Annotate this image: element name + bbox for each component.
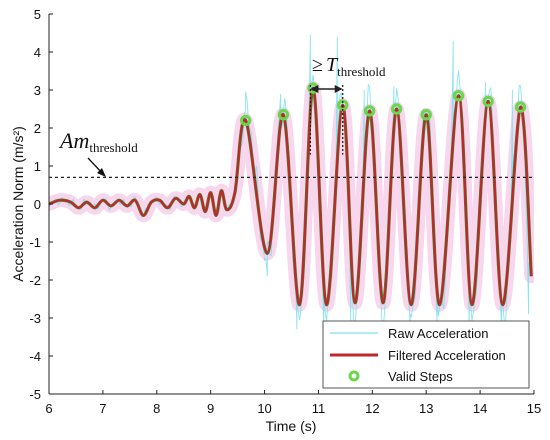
threshold-annotation: Amthreshold (58, 128, 138, 177)
threshold-annotation-arrowhead (97, 168, 106, 177)
y-tick-label: 0 (34, 197, 41, 212)
valid-step-marker (482, 95, 494, 108)
x-tick-label: 12 (365, 401, 379, 416)
valid-step-marker (277, 109, 290, 121)
y-axis-title: Acceleration Norm (m/s²) (10, 126, 26, 282)
x-tick-label: 10 (257, 401, 271, 416)
x-tick-label: 15 (527, 401, 541, 416)
x-tick-label: 6 (45, 401, 52, 416)
y-tick-label: -1 (29, 235, 41, 250)
x-axis-title: Time (s) (266, 418, 317, 434)
interval-arrowhead-right (334, 85, 343, 93)
interval-annotation: ≥ Tthreshold (309, 54, 386, 155)
x-tick-label: 11 (312, 401, 326, 416)
y-tick-label: 3 (34, 83, 41, 98)
valid-step-marker (452, 90, 465, 102)
y-tick-label: -2 (29, 273, 41, 288)
y-tick-label: -3 (29, 311, 41, 326)
legend: Raw Acceleration Filtered Acceleration V… (322, 320, 530, 389)
valid-step-marker (363, 105, 376, 117)
x-tick-label: 9 (207, 401, 214, 416)
y-tick-label: 5 (34, 7, 41, 22)
filtered-acceleration-line (49, 87, 533, 306)
valid-step-marker (390, 103, 403, 115)
legend-raw-label: Raw Acceleration (388, 326, 488, 341)
y-tick-label: 1 (34, 159, 41, 174)
valid-step-marker (514, 101, 527, 113)
y-tick-label: 4 (34, 45, 41, 60)
x-tick-label: 13 (419, 401, 433, 416)
valid-step-marker (420, 109, 432, 121)
y-tick-label: -5 (29, 387, 41, 402)
legend-valid-steps-swatch (348, 370, 360, 382)
valid-step-marker (239, 114, 252, 127)
interval-arrowhead-left (310, 85, 319, 93)
y-tick-label: 2 (34, 121, 41, 136)
x-tick-label: 7 (99, 401, 106, 416)
threshold-annotation-label: Amthreshold (58, 128, 138, 155)
legend-valid-steps-label: Valid Steps (388, 369, 453, 384)
x-tick-label: 8 (153, 401, 160, 416)
interval-annotation-label: ≥ Tthreshold (312, 54, 386, 79)
filtered-acceleration-layer (49, 86, 533, 307)
y-tick-label: -4 (29, 349, 41, 364)
x-tick-label: 14 (473, 401, 487, 416)
legend-filtered-label: Filtered Acceleration (388, 348, 506, 363)
